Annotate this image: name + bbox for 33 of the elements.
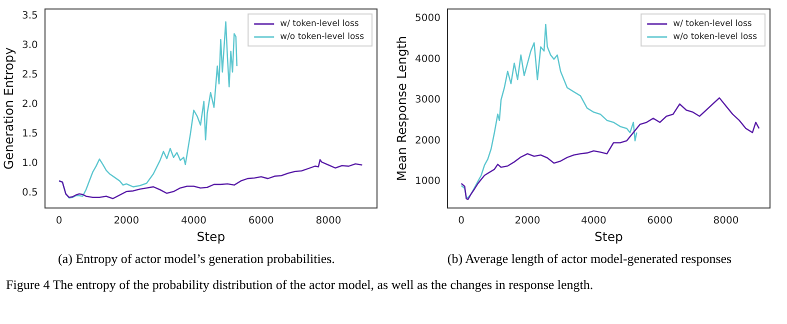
x-tick-label: 8000 — [713, 216, 739, 227]
y-tick-label: 4000 — [414, 54, 440, 65]
y-axis-title: Mean Response Length — [394, 36, 409, 182]
text: (b) Average length of actor model-generated responses — [446, 251, 733, 267]
x-axis-title: Step — [196, 228, 226, 244]
x-tick-label: 6000 — [248, 216, 274, 227]
x-tick-label: 0 — [56, 216, 62, 227]
x-tick-label: 6000 — [647, 216, 673, 227]
x-tick-label: 0 — [458, 216, 465, 227]
x-tick-label: 4000 — [181, 216, 206, 227]
y-tick-label: 5000 — [414, 12, 440, 24]
x-tick-label: 8000 — [316, 216, 342, 227]
y-tick-label: 3.5 — [22, 10, 38, 22]
text: (a) Entropy of actor model’s generation probabilities. — [57, 251, 336, 267]
y-tick-label: 3.0 — [22, 40, 38, 52]
caption: Figure 4 The entropy of the probability distribution of the actor model, as well as the changes in response length. — [6, 277, 594, 293]
x-tick-label: 4000 — [580, 216, 606, 227]
legend-label: w/ token-level loss — [280, 19, 360, 30]
y-axis-title: Generation Entropy — [0, 46, 16, 170]
y-tick-label: 1000 — [414, 176, 440, 188]
legend-label: w/o token-level loss — [673, 32, 758, 42]
x-tick-label: 2000 — [114, 216, 140, 227]
x-tick-label: 2000 — [514, 216, 540, 227]
y-tick-label: 2000 — [414, 135, 440, 146]
y-tick-label: 2.5 — [22, 70, 38, 81]
y-tick-label: 3000 — [414, 94, 440, 106]
x-axis-title: Step — [594, 228, 624, 244]
y-tick-label: 1.0 — [22, 158, 38, 169]
y-tick-label: 2.0 — [22, 98, 38, 110]
legend-label: w/o token-level loss — [280, 32, 365, 42]
y-tick-label: 1.5 — [22, 128, 38, 140]
y-tick-label: 0.5 — [22, 187, 38, 198]
legend-label: w/ token-level loss — [673, 19, 752, 30]
